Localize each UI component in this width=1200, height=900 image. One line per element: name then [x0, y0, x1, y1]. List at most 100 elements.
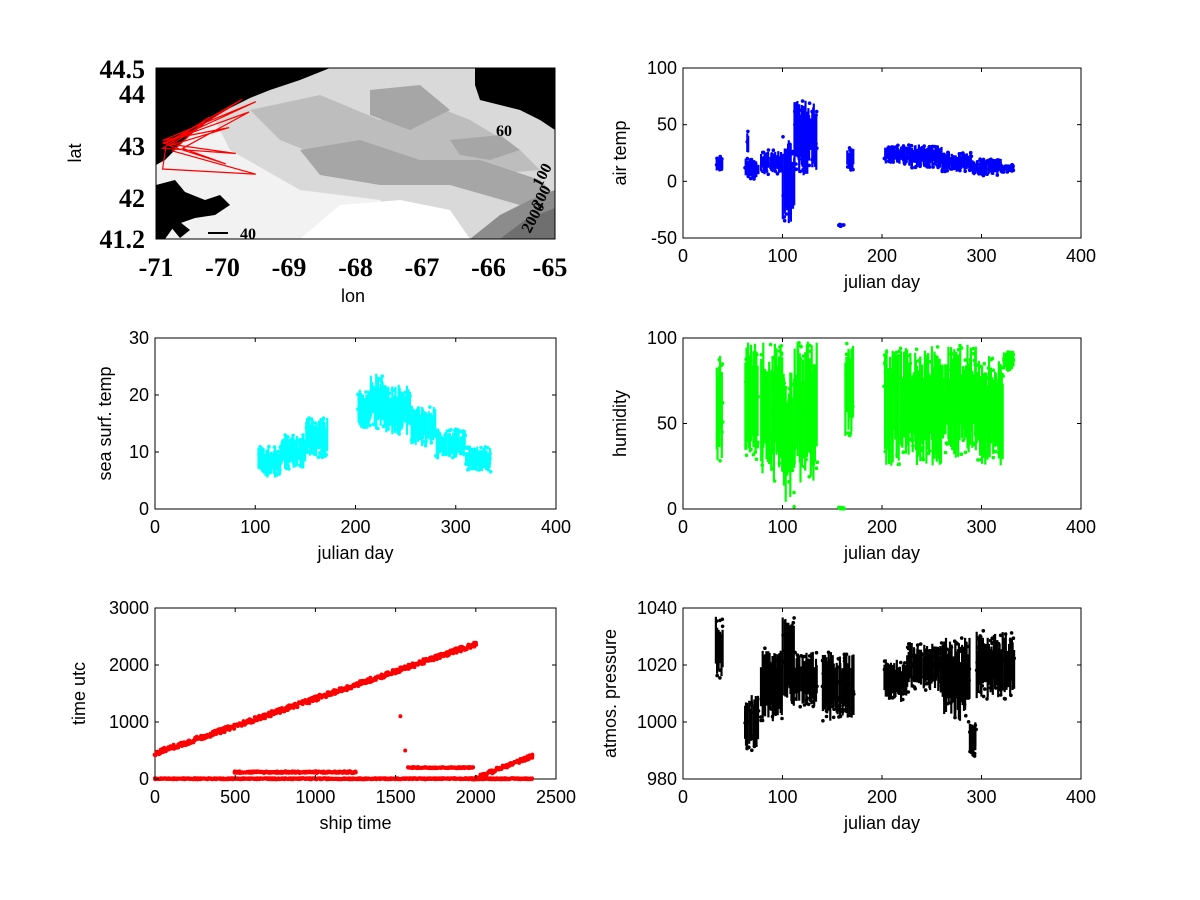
data-point — [985, 697, 989, 701]
x-axis-label: julian day — [843, 813, 920, 833]
map-ytick: 41.2 — [100, 225, 146, 254]
y-tick-label: 0 — [139, 499, 149, 519]
plot-frame — [682, 67, 1082, 239]
map-ytick: 44.5 — [100, 55, 146, 84]
x-axis-label: ship time — [319, 813, 391, 833]
data-point — [486, 468, 491, 472]
data-point — [824, 714, 829, 719]
data-point — [831, 715, 836, 720]
map-x-ticks: -71 -70 -69 -68 -67 -66 -65 — [139, 253, 568, 282]
data-point — [964, 713, 968, 718]
x-tick-label: 500 — [220, 787, 250, 807]
data-point — [252, 715, 257, 720]
data-point — [403, 748, 408, 753]
data-point — [771, 148, 776, 152]
map-xtick: -66 — [471, 253, 506, 282]
y-axis-label: time utc — [69, 662, 89, 725]
data-point — [944, 441, 949, 445]
data-points — [152, 640, 535, 782]
contour-label-40: 40 — [240, 226, 256, 243]
x-tick-label: 300 — [441, 517, 471, 537]
plot-frame — [682, 337, 1082, 510]
data-point — [959, 452, 964, 457]
data-point — [807, 101, 812, 105]
data-point — [746, 129, 750, 134]
data-point — [751, 452, 756, 457]
data-point — [745, 156, 750, 161]
plot-frame — [154, 337, 557, 510]
data-point — [715, 673, 719, 678]
data-point — [434, 657, 439, 662]
data-points — [714, 616, 1016, 758]
data-point — [821, 719, 825, 723]
data-point — [437, 656, 442, 660]
data-point — [530, 753, 535, 758]
humidity-panel: 0 100 200 300 400 0 50 100 julian day humidity — [610, 328, 1096, 563]
data-point — [766, 148, 771, 152]
y-tick-label: 0 — [667, 499, 677, 519]
data-point — [466, 467, 470, 472]
x-axis-label: julian day — [843, 272, 920, 292]
plot-frame — [682, 607, 1082, 780]
data-point — [278, 710, 283, 715]
y-axis-label: air temp — [610, 120, 630, 185]
map-x-axis-label: lon — [341, 286, 365, 306]
x-tick-label: 300 — [966, 787, 996, 807]
time-utc-panel: 0 500 1000 1500 2000 2500 0 1000 2000 3000 ship ti… — [69, 598, 576, 833]
data-point — [773, 169, 778, 174]
data-point — [763, 646, 767, 650]
x-tick-label: 1500 — [376, 787, 416, 807]
data-point — [896, 462, 901, 467]
y-tick-label: 20 — [129, 385, 149, 405]
x-tick-label: 1000 — [295, 787, 335, 807]
x-tick-label: 400 — [1066, 517, 1096, 537]
data-point — [759, 718, 763, 723]
data-point — [798, 344, 803, 349]
data-point — [473, 642, 478, 647]
data-point — [398, 714, 403, 719]
data-point — [898, 346, 903, 351]
data-point — [913, 686, 917, 691]
data-point — [792, 490, 796, 495]
data-point — [792, 504, 796, 509]
x-tick-label: 0 — [150, 517, 160, 537]
data-point — [447, 428, 452, 433]
data-point — [925, 681, 929, 686]
y-axis-label: atmos. pressure — [600, 629, 620, 758]
atmos-pressure-panel: 0 100 200 300 400 980 1000 1020 1040 julian day at… — [600, 598, 1096, 833]
x-tick-label: 200 — [340, 517, 370, 537]
data-point — [814, 109, 819, 114]
data-point — [221, 729, 226, 734]
data-point — [365, 776, 370, 781]
data-point — [963, 358, 967, 362]
data-point — [971, 346, 976, 351]
data-point — [815, 460, 820, 465]
map-xtick: -65 — [533, 253, 568, 282]
data-point — [798, 704, 802, 709]
data-point — [403, 390, 407, 395]
data-point — [780, 716, 784, 721]
x-tick-label: 0 — [678, 246, 688, 266]
y-tick-label: 1040 — [637, 598, 677, 618]
data-point — [792, 616, 796, 620]
x-tick-label: 300 — [966, 246, 996, 266]
data-point — [232, 726, 237, 731]
data-points — [715, 341, 1016, 511]
map-panel: 40 60 100 200 2000 -71 -70 -69 -68 -67 -… — [65, 55, 567, 306]
data-point — [768, 342, 773, 347]
data-point — [991, 368, 996, 373]
data-point — [845, 341, 849, 346]
data-point — [295, 704, 300, 709]
data-point — [968, 150, 973, 155]
data-point — [754, 457, 759, 462]
y-tick-label: 100 — [647, 58, 677, 78]
data-point — [1009, 631, 1014, 635]
data-point — [906, 690, 911, 694]
data-point — [814, 650, 819, 655]
x-tick-label: 200 — [867, 246, 897, 266]
data-point — [766, 172, 770, 177]
map-xtick: -69 — [272, 253, 307, 282]
